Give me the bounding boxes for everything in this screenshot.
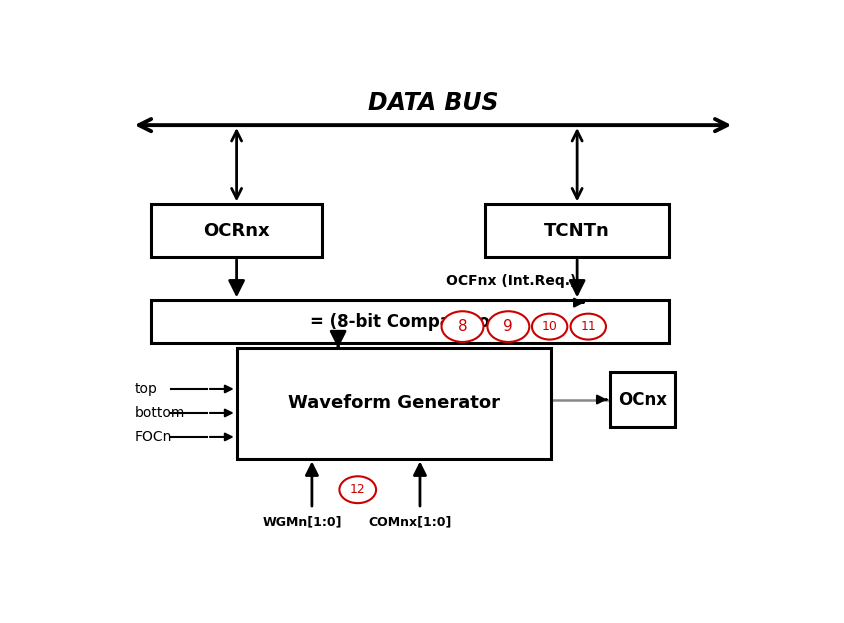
- Circle shape: [570, 313, 605, 340]
- Text: bottom: bottom: [135, 406, 185, 420]
- Text: top: top: [135, 382, 158, 396]
- Text: FOCn: FOCn: [135, 430, 172, 444]
- Text: 10: 10: [541, 320, 557, 333]
- Text: Waveform Generator: Waveform Generator: [288, 394, 499, 412]
- Text: DATA BUS: DATA BUS: [367, 90, 498, 115]
- Circle shape: [339, 476, 376, 503]
- Text: 11: 11: [580, 320, 595, 333]
- FancyBboxPatch shape: [151, 204, 322, 257]
- Text: OCFnx (Int.Req.): OCFnx (Int.Req.): [446, 274, 576, 288]
- Text: 9: 9: [503, 319, 512, 334]
- Circle shape: [441, 312, 483, 342]
- Text: COMnx[1:0]: COMnx[1:0]: [368, 515, 452, 528]
- Text: WGMn[1:0]: WGMn[1:0]: [262, 515, 342, 528]
- FancyBboxPatch shape: [484, 204, 668, 257]
- Text: 8: 8: [457, 319, 467, 334]
- Circle shape: [532, 313, 566, 340]
- Text: = (8-bit Comparator ): = (8-bit Comparator ): [309, 313, 510, 331]
- FancyBboxPatch shape: [236, 348, 550, 459]
- Text: OCnx: OCnx: [618, 391, 666, 409]
- Text: OCRnx: OCRnx: [203, 222, 269, 240]
- Circle shape: [487, 312, 528, 342]
- Text: 12: 12: [349, 483, 365, 496]
- FancyBboxPatch shape: [609, 372, 674, 427]
- Text: TCNTn: TCNTn: [544, 222, 609, 240]
- FancyBboxPatch shape: [151, 300, 668, 343]
